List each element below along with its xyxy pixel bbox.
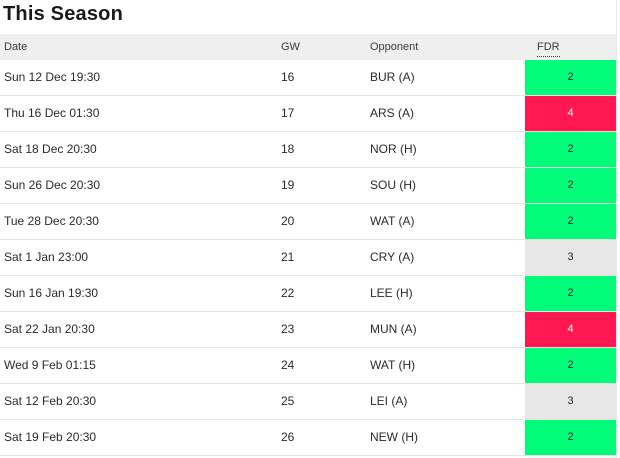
fdr-badge: 4	[525, 96, 616, 131]
fixture-gameweek: 18	[281, 142, 295, 156]
fixture-opponent: ARS (A)	[370, 106, 415, 120]
fixture-gameweek: 22	[281, 286, 295, 300]
table-header: Date GW Opponent FDR	[0, 34, 616, 60]
fixture-opponent: SOU (H)	[370, 178, 416, 192]
fixture-gameweek: 17	[281, 106, 295, 120]
fixture-opponent: CRY (A)	[370, 250, 415, 264]
fixture-opponent: WAT (A)	[370, 214, 415, 228]
fdr-badge: 2	[525, 276, 616, 311]
fixture-gameweek: 20	[281, 214, 295, 228]
fixture-date: Sun 12 Dec 19:30	[4, 70, 101, 84]
fixture-opponent: WAT (H)	[370, 358, 416, 372]
fixture-gameweek: 21	[281, 250, 295, 264]
fixture-gameweek: 16	[281, 70, 295, 84]
table-row: Sat 18 Dec 20:30 18 NOR (H) 2	[0, 132, 616, 168]
fixture-gameweek: 19	[281, 178, 295, 192]
column-header-opponent: Opponent	[370, 41, 419, 53]
fixture-opponent: NEW (H)	[370, 430, 418, 444]
fixture-date: Sat 12 Feb 20:30	[4, 394, 97, 408]
fdr-badge: 4	[525, 312, 616, 347]
fdr-badge: 2	[525, 60, 616, 95]
fixture-gameweek: 25	[281, 394, 295, 408]
table-row: Tue 28 Dec 20:30 20 WAT (A) 2	[0, 204, 616, 240]
fixture-opponent: MUN (A)	[370, 322, 417, 336]
fixture-date: Sat 1 Jan 23:00	[4, 250, 89, 264]
table-row: Sun 12 Dec 19:30 16 BUR (A) 2	[0, 60, 616, 96]
fixture-gameweek: 24	[281, 358, 295, 372]
fdr-badge: 2	[525, 168, 616, 203]
fdr-badge: 3	[525, 384, 616, 419]
fixture-gameweek: 23	[281, 322, 295, 336]
column-header-date: Date	[4, 41, 28, 53]
scrollbar-track[interactable]	[616, 0, 620, 458]
fixture-opponent: NOR (H)	[370, 142, 417, 156]
column-header-gw: GW	[281, 41, 300, 53]
section-title: This Season	[3, 3, 124, 25]
fixture-date: Sat 22 Jan 20:30	[4, 322, 95, 336]
fixture-opponent: LEE (H)	[370, 286, 413, 300]
table-row: Sat 22 Jan 20:30 23 MUN (A) 4	[0, 312, 616, 348]
fdr-badge: 2	[525, 348, 616, 383]
fdr-badge: 2	[525, 132, 616, 167]
fixture-date: Sat 19 Feb 20:30	[4, 430, 97, 444]
table-row: Sat 19 Feb 20:30 26 NEW (H) 2	[0, 420, 616, 456]
table-row: Sun 16 Jan 19:30 22 LEE (H) 2	[0, 276, 616, 312]
fdr-badge: 3	[525, 240, 616, 275]
fixture-date: Wed 9 Feb 01:15	[4, 358, 96, 372]
fixture-opponent: BUR (A)	[370, 70, 415, 84]
fixture-gameweek: 26	[281, 430, 295, 444]
table-row: Wed 9 Feb 01:15 24 WAT (H) 2	[0, 348, 616, 384]
fixture-date: Thu 16 Dec 01:30	[4, 106, 100, 120]
fixture-date: Sun 16 Jan 19:30	[4, 286, 99, 300]
fixture-date: Sun 26 Dec 20:30	[4, 178, 101, 192]
table-row: Sun 26 Dec 20:30 19 SOU (H) 2	[0, 168, 616, 204]
column-header-fdr[interactable]: FDR	[537, 38, 560, 57]
fdr-badge: 2	[525, 420, 616, 455]
fixture-date: Sat 18 Dec 20:30	[4, 142, 97, 156]
fdr-badge: 2	[525, 204, 616, 239]
table-row: Sat 12 Feb 20:30 25 LEI (A) 3	[0, 384, 616, 420]
fixture-opponent: LEI (A)	[370, 394, 408, 408]
fixture-date: Tue 28 Dec 20:30	[4, 214, 99, 228]
table-row: Thu 16 Dec 01:30 17 ARS (A) 4	[0, 96, 616, 132]
table-row: Sat 1 Jan 23:00 21 CRY (A) 3	[0, 240, 616, 276]
fixtures-table-body: Sun 12 Dec 19:30 16 BUR (A) 2 Thu 16 Dec 01:…	[0, 60, 616, 456]
